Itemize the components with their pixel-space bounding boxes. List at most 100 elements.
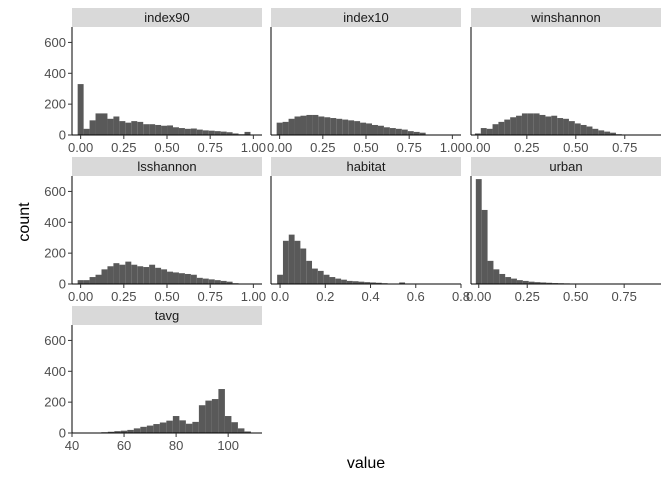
histogram-bar-index90-4 [101,113,108,135]
histogram-bar-index90-10 [137,121,144,135]
histogram-bar-index90-1 [83,128,90,135]
histogram-bar-lsshannon-3 [95,274,102,284]
histogram-bar-index90-13 [155,124,162,135]
histogram-bar-lsshannon-15 [167,271,174,284]
x-tick-label-winshannon-3: 0.75 [612,140,637,155]
histogram-bar-index90-19 [190,128,197,135]
facet-strip-tavg [72,306,262,325]
histogram-bar-winshannon-1 [480,128,487,135]
histogram-bar-urban-11 [540,282,547,284]
histogram-bar-lsshannon-14 [161,269,168,284]
histogram-bar-lsshannon-22 [208,279,215,284]
histogram-bar-habitat-8 [323,274,330,284]
histogram-bar-tavg-11 [146,425,154,433]
x-tick-label-index90-4: 1.00 [241,140,266,155]
histogram-bar-habitat-0 [277,274,283,284]
histogram-bar-lsshannon-18 [184,273,191,284]
histogram-bar-urban-4 [499,273,506,284]
x-tick-label-tavg-3: 100 [217,438,239,453]
x-tick-label-index10-1: 0.25 [310,140,335,155]
histogram-bar-lsshannon-7 [119,264,126,284]
x-tick-label-index10-2: 0.50 [353,140,378,155]
histogram-bar-winshannon-7 [516,115,522,135]
x-tick-label-habitat-4: 0.8 [452,289,470,304]
histogram-bar-urban-7 [516,280,523,284]
histogram-bar-winshannon-21 [598,130,605,135]
histogram-bar-index90-6 [113,116,120,135]
facet-strip-label-tavg: tavg [155,308,180,323]
histogram-bar-lsshannon-6 [113,263,120,284]
histogram-bar-urban-9 [528,281,535,284]
facet-strip-urban [471,157,661,176]
histogram-bar-lsshannon-24 [220,280,227,284]
histogram-bar-lsshannon-2 [89,277,96,284]
x-tick-label-urban-2: 0.50 [563,289,588,304]
histogram-bar-lsshannon-4 [101,269,108,284]
histogram-bar-index10-9 [330,118,337,135]
histogram-bar-tavg-15 [172,416,180,433]
histogram-bar-tavg-5 [107,431,115,433]
histogram-bar-tavg-26 [244,431,251,433]
x-tick-label-habitat-1: 0.2 [316,289,334,304]
histogram-bar-lsshannon-9 [131,264,138,284]
histogram-bar-winshannon-5 [504,119,511,135]
histogram-bar-lsshannon-12 [149,264,156,284]
histogram-bar-tavg-17 [185,423,193,433]
facet-panel-index10: index10 0.00 0.25 0.50 0.75 1.00 [267,8,465,155]
histogram-bar-habitat-21 [399,282,406,284]
histogram-bar-winshannon-11 [539,114,546,135]
histogram-bar-urban-3 [493,269,500,284]
histogram-bar-index10-14 [360,122,367,135]
histogram-bar-index10-24 [419,132,426,135]
y-tick-label-tavg-1: 200 [44,395,66,410]
histogram-bar-tavg-8 [127,429,134,433]
histogram-bar-habitat-14 [358,281,365,284]
histogram-bar-lsshannon-16 [173,272,179,284]
histogram-bar-lsshannon-21 [202,278,209,284]
histogram-bar-winshannon-14 [557,118,564,135]
histogram-bar-index10-3 [294,116,301,135]
histogram-bar-index10-21 [401,129,408,135]
x-tick-label-habitat-0: 0.0 [271,289,289,304]
y-tick-label-index90-3: 600 [44,35,66,50]
histogram-bar-index90-24 [220,131,227,135]
histogram-bar-tavg-19 [198,405,206,433]
histogram-bar-lsshannon-23 [214,280,221,284]
histogram-bar-habitat-1 [282,240,289,284]
x-tick-label-urban-1: 0.25 [515,289,540,304]
histogram-bar-urban-8 [522,280,529,284]
x-tick-label-urban-0: 0.00 [466,289,491,304]
histogram-bar-index90-15 [167,125,174,135]
histogram-bar-urban-5 [505,277,512,284]
histogram-bar-habitat-10 [335,278,342,284]
histogram-bar-tavg-16 [179,420,186,433]
histogram-bar-winshannon-17 [574,123,581,135]
histogram-bar-winshannon-12 [545,116,552,135]
histogram-bar-index90-26 [232,133,239,135]
facet-strip-label-habitat: habitat [346,159,385,174]
histogram-bar-lsshannon-17 [178,273,185,284]
histogram-bar-index10-17 [377,125,384,135]
histogram-bar-lsshannon-5 [107,266,114,284]
histogram-bar-winshannon-4 [498,121,505,135]
histogram-bar-habitat-5 [306,260,313,284]
facet-panel-lsshannon: lsshannon 0 200 400 600 0.00 0.25 0.50 0.75 1.00 [44,157,266,304]
histogram-bar-lsshannon-8 [125,261,132,284]
histogram-bar-index10-5 [306,114,313,135]
histogram-bar-winshannon-23 [610,132,616,135]
histogram-bar-tavg-23 [224,416,232,433]
x-tick-label-lsshannon-0: 0.00 [68,289,93,304]
histogram-bar-habitat-3 [294,240,301,284]
histogram-bar-index90-28 [244,131,251,135]
histogram-bar-index10-15 [366,123,373,135]
histogram-bar-tavg-14 [166,420,173,433]
facet-strip-habitat [271,157,461,176]
histogram-bar-urban-6 [511,278,517,284]
histogram-bar-tavg-6 [114,431,121,433]
histogram-bar-urban-2 [487,260,494,284]
x-tick-label-lsshannon-1: 0.25 [111,289,136,304]
x-axis-title: value [347,455,385,472]
x-tick-label-index90-0: 0.00 [68,140,93,155]
histogram-bar-habitat-11 [341,279,347,284]
histogram-bar-index10-20 [395,128,402,135]
